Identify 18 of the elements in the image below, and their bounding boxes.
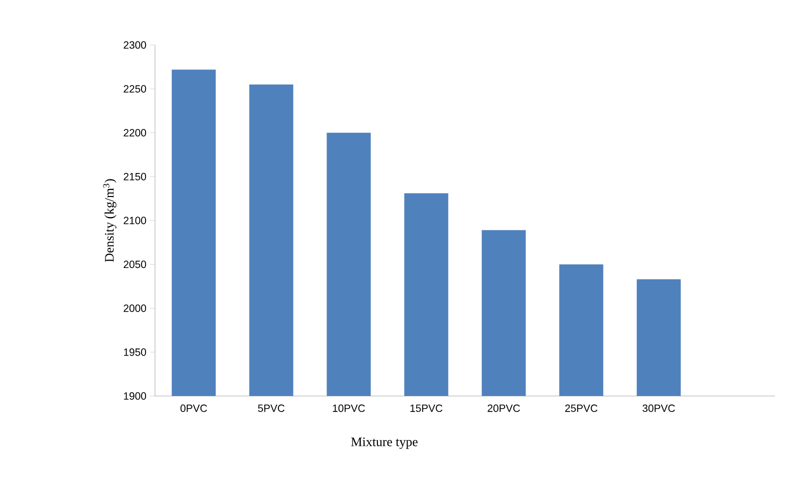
y-tick-label: 2100 [124, 216, 146, 224]
y-tick-label: 2300 [124, 41, 146, 49]
y-tick-label: 2150 [124, 172, 146, 180]
x-tick-label: 30PVC [642, 404, 675, 412]
y-tick-label: 2050 [124, 260, 146, 268]
y-tick-label: 1950 [124, 348, 146, 356]
x-tick-label: 20PVC [488, 404, 520, 412]
x-tick-label: 0PVC [180, 404, 208, 412]
y-tick-label: 2250 [124, 85, 146, 93]
x-axis-title: Mixture type [351, 438, 418, 449]
y-tick-label: 2000 [124, 304, 146, 312]
x-tick-label: 5PVC [258, 404, 285, 412]
y-tick-label: 2200 [124, 129, 146, 136]
y-axis-title: Density (kg/m$^{3}$) [103, 179, 116, 262]
x-tick-label: 25PVC [565, 404, 598, 412]
x-tick-label: 10PVC [332, 404, 365, 412]
x-tick-label: 15PVC [410, 404, 442, 412]
y-tick-label: 1900 [124, 392, 146, 400]
